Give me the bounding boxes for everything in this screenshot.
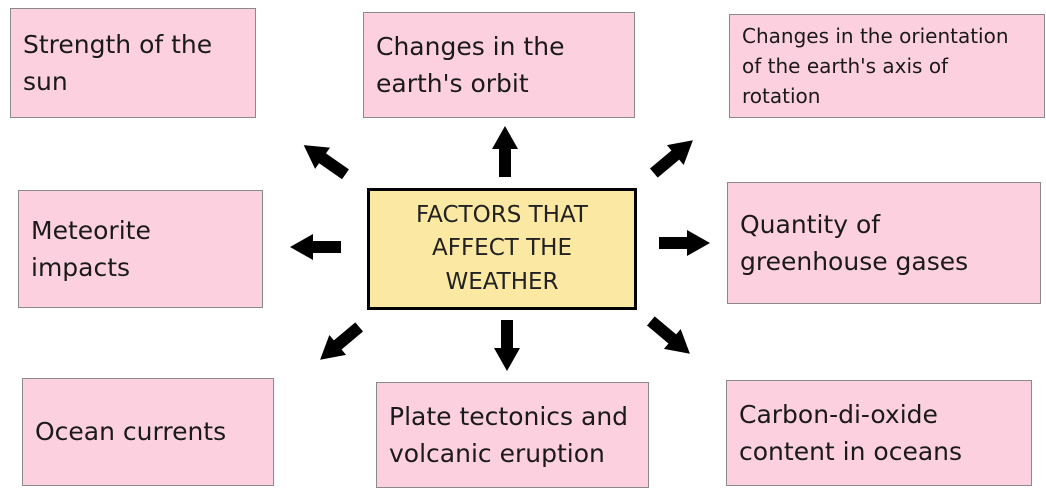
- arrow: [290, 234, 341, 260]
- factor-box: Meteorite impacts: [18, 190, 263, 308]
- factor-box: Ocean currents: [22, 378, 274, 486]
- label-line: sun: [23, 67, 68, 96]
- arrow: [303, 145, 349, 180]
- arrow: [494, 320, 520, 371]
- label-line: content in oceans: [739, 437, 963, 466]
- label-line: AFFECT THE: [431, 235, 573, 262]
- arrow: [320, 322, 364, 360]
- arrow: [649, 140, 693, 178]
- label-line: Ocean currents: [35, 417, 227, 447]
- factor-box: Strength of the sun: [10, 8, 256, 118]
- arrow: [646, 316, 690, 354]
- label-line: impacts: [31, 253, 131, 282]
- factor-box: Quantity of greenhouse gases: [727, 182, 1041, 304]
- label-line: WEATHER: [445, 268, 559, 295]
- arrow: [659, 230, 710, 256]
- label-line: rotation: [742, 84, 821, 108]
- factor-box: Changes in the orientation of the earth's…: [729, 14, 1045, 118]
- arrow: [492, 126, 518, 177]
- label-line: volcanic eruption: [389, 439, 605, 468]
- label-line: Carbon-di-oxide: [739, 399, 938, 429]
- label-line: greenhouse gases: [740, 247, 969, 276]
- label-line: Quantity of: [740, 209, 881, 239]
- factor-box: Plate tectonics and volcanic eruption: [376, 382, 649, 488]
- label-line: Meteorite: [31, 215, 151, 245]
- center-box: FACTORS THAT AFFECT THE WEATHER: [367, 188, 637, 310]
- factor-box: Changes in the earth's orbit: [363, 12, 635, 118]
- label-line: of the earth's axis of: [742, 54, 949, 78]
- factor-box: Carbon-di-oxide content in oceans: [726, 380, 1032, 486]
- label-line: Strength of the: [23, 29, 213, 59]
- label-line: Changes in the orientation: [742, 24, 1009, 48]
- label-line: Changes in the: [376, 31, 565, 61]
- label-line: earth's orbit: [376, 69, 529, 98]
- label-line: FACTORS THAT: [416, 201, 588, 228]
- label-line: Plate tectonics and: [389, 401, 629, 431]
